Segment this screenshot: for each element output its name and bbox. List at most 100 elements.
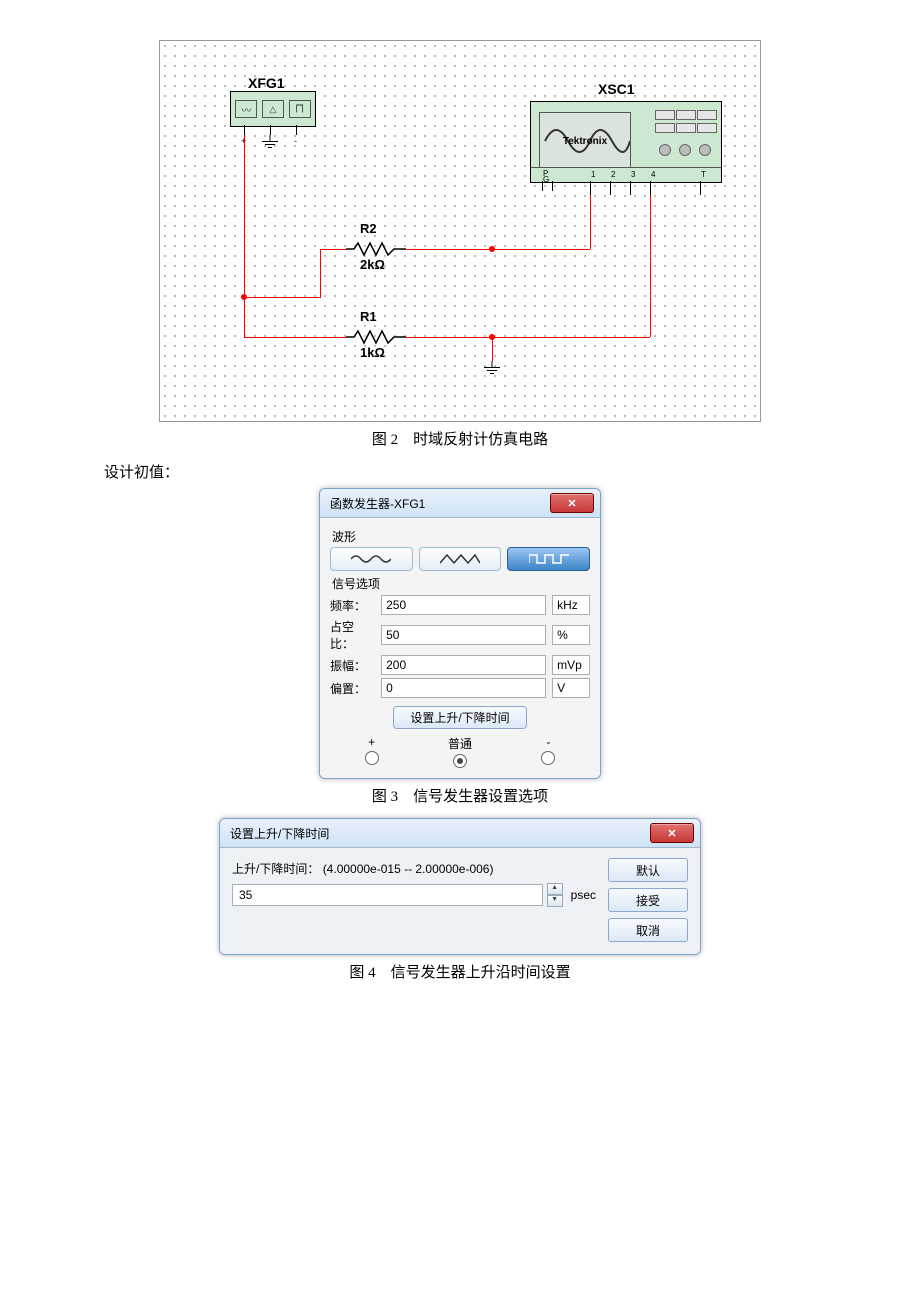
r1-resistor — [346, 329, 406, 345]
range-label-row: 上升/下降时间： (4.00000e-015 -- 2.00000e-006) — [232, 860, 596, 877]
sine-icon — [235, 100, 257, 118]
scope-pin-2 — [610, 181, 611, 195]
close-icon[interactable]: ✕ — [650, 823, 694, 843]
scope-ch1: 1 — [591, 170, 595, 179]
xfg1-neg-label: - — [294, 136, 297, 146]
scope-port-strip: P G 1 2 3 4 T — [531, 167, 721, 182]
dialog-title: 设置上升/下降时间 — [230, 825, 329, 842]
dialog-title: 函数发生器-XFG1 — [330, 495, 425, 512]
xsc1-label: XSC1 — [598, 81, 635, 97]
chevron-up-icon[interactable]: ▲ — [547, 883, 563, 895]
wire — [244, 337, 346, 338]
wire — [320, 249, 321, 297]
xfg1-pin-neg — [296, 125, 297, 135]
cancel-button[interactable]: 取消 — [608, 918, 688, 942]
default-button[interactable]: 默认 — [608, 858, 688, 882]
scope-knob — [699, 144, 711, 156]
duty-row: 占空比： % — [330, 618, 590, 652]
wire — [406, 249, 492, 250]
scope-btn — [676, 110, 696, 120]
scope-screen: Tektronix — [539, 112, 631, 170]
rise-fall-value-input[interactable] — [232, 884, 543, 906]
scope-btn — [676, 123, 696, 133]
close-icon[interactable]: ✕ — [550, 493, 594, 513]
accept-button[interactable]: 接受 — [608, 888, 688, 912]
figure-4-caption: 图 4 信号发生器上升沿时间设置 — [100, 961, 820, 982]
offset-row: 偏置： V — [330, 678, 590, 698]
rise-fall-dialog: 设置上升/下降时间 ✕ 上升/下降时间： (4.00000e-015 -- 2.… — [219, 818, 701, 955]
scope-pin-g — [552, 181, 553, 191]
radio-icon[interactable] — [541, 751, 555, 765]
square-button[interactable] — [507, 547, 590, 571]
figure-3-caption: 图 3 信号发生器设置选项 — [100, 785, 820, 806]
xfg1-gnd-icon — [260, 135, 280, 151]
initial-values-text: 设计初值： — [104, 461, 820, 482]
radio-normal[interactable]: 普通 — [448, 735, 472, 768]
scope-ch4: 4 — [651, 170, 655, 179]
xfg1-pin-com — [270, 125, 271, 135]
amp-row: 振幅： mVp — [330, 655, 590, 675]
radio-plus[interactable]: + — [365, 735, 379, 768]
wire-junction — [241, 294, 247, 300]
scope-pin-t — [700, 181, 701, 195]
wire — [650, 195, 651, 337]
scope-knob — [659, 144, 671, 156]
r1-name: R1 — [360, 309, 377, 324]
range-label: 上升/下降时间： — [232, 862, 319, 876]
signal-options-label: 信号选项 — [332, 575, 590, 592]
chevron-down-icon[interactable]: ▼ — [547, 895, 563, 907]
freq-input[interactable] — [381, 595, 546, 615]
scope-knobs — [659, 144, 711, 156]
wire — [492, 337, 650, 338]
scope-btn — [697, 110, 717, 120]
amp-unit[interactable]: mVp — [552, 655, 590, 675]
duty-label: 占空比： — [330, 618, 375, 652]
freq-unit[interactable]: kHz — [552, 595, 590, 615]
value-spinner[interactable]: ▲ ▼ — [547, 883, 563, 907]
wire-junction — [489, 246, 495, 252]
rise-fall-button[interactable]: 设置上升/下降时间 — [393, 706, 526, 729]
scope-port-t: T — [701, 170, 706, 179]
triangle-button[interactable] — [419, 547, 502, 571]
sine-button[interactable] — [330, 547, 413, 571]
freq-label: 频率： — [330, 597, 375, 614]
dialog-titlebar[interactable]: 设置上升/下降时间 ✕ — [220, 819, 700, 848]
wire — [492, 249, 590, 250]
triangle-icon — [262, 100, 284, 118]
scope-pin-1 — [590, 181, 591, 195]
wire — [590, 195, 591, 249]
amp-input[interactable] — [381, 655, 546, 675]
duty-unit: % — [552, 625, 590, 645]
dialog-buttons: 默认 接受 取消 — [608, 858, 688, 942]
r1-gnd-icon — [482, 361, 502, 377]
rise-fall-unit[interactable]: psec — [571, 888, 596, 902]
dialog-left-panel: 上升/下降时间： (4.00000e-015 -- 2.00000e-006) … — [232, 858, 596, 942]
dialog-titlebar[interactable]: 函数发生器-XFG1 ✕ — [320, 489, 600, 518]
figure-2-caption: 图 2 时域反射计仿真电路 — [100, 428, 820, 449]
scope-ch3: 3 — [631, 170, 635, 179]
radio-minus[interactable]: - — [541, 735, 555, 768]
radio-minus-label: - — [541, 735, 555, 749]
offset-input[interactable] — [381, 678, 546, 698]
dialog-body: 波形 信号选项 频率： kHz 占空比： % 振幅： mVp — [320, 518, 600, 778]
freq-row: 频率： kHz — [330, 595, 590, 615]
scope-pin-4 — [650, 181, 651, 195]
scope-pin-3 — [630, 181, 631, 195]
duty-input[interactable] — [381, 625, 546, 645]
radio-icon[interactable] — [365, 751, 379, 765]
scope-btn — [697, 123, 717, 133]
xfg1-settings-dialog: 函数发生器-XFG1 ✕ 波形 信号选项 频率： kHz 占空比： % — [319, 488, 601, 779]
xfg1-pin-plus — [244, 125, 245, 135]
scope-pin-p — [542, 181, 543, 191]
output-mode-radios: + 普通 - — [330, 735, 590, 768]
scope-ch2: 2 — [611, 170, 615, 179]
radio-icon[interactable] — [453, 754, 467, 768]
scope-buttons — [655, 110, 715, 133]
offset-unit[interactable]: V — [552, 678, 590, 698]
wire — [320, 249, 346, 250]
wire — [244, 297, 321, 298]
amp-label: 振幅： — [330, 657, 375, 674]
dialog-body: 上升/下降时间： (4.00000e-015 -- 2.00000e-006) … — [220, 848, 700, 954]
square-icon — [289, 100, 311, 118]
figure-2-schematic: XFG1 + - XSC1 Tektronix — [159, 40, 761, 422]
